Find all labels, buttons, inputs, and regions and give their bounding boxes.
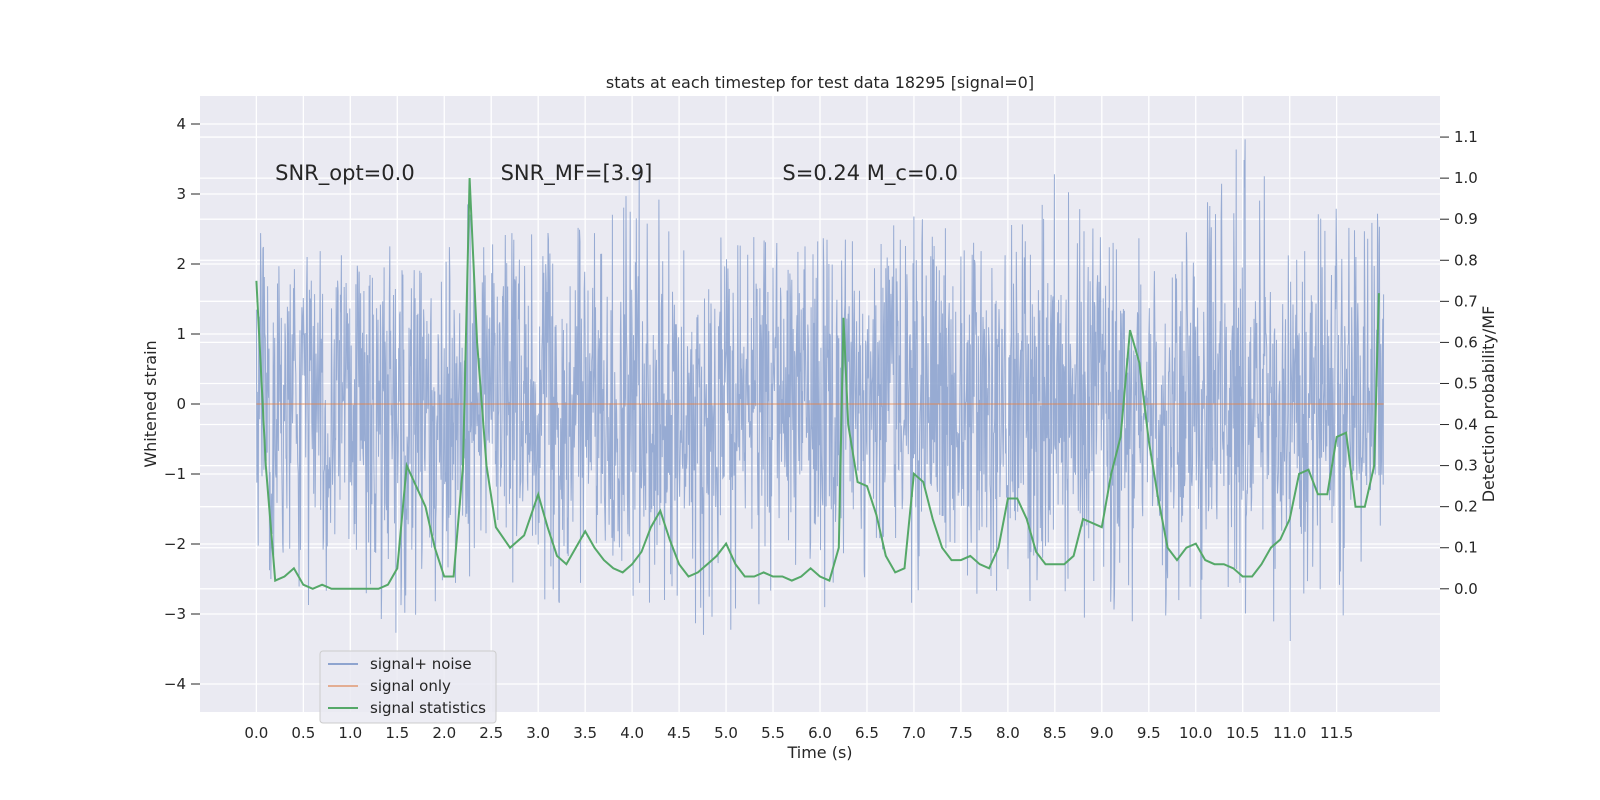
annotations: SNR_opt=0.0 SNR_MF=[3.9] S=0.24 M_c=0.0	[275, 161, 958, 186]
y-tick-label: 0	[176, 395, 186, 413]
x-tick-label: 1.0	[338, 724, 362, 742]
y2-tick-label: 0.2	[1454, 498, 1478, 516]
x-tick-label: 2.0	[432, 724, 456, 742]
x-tick-label: 1.5	[385, 724, 409, 742]
y2-tick-label: 0.9	[1454, 210, 1478, 228]
y-tick-label: −4	[164, 675, 186, 693]
x-axis-label: Time (s)	[786, 743, 852, 762]
y2-tick-label: 0.1	[1454, 539, 1478, 557]
y-axis: −4 −3 −2 −1 0 1 2 3 4	[164, 115, 200, 693]
legend-box	[319, 650, 497, 724]
y2-tick-label: 0.6	[1454, 333, 1478, 351]
x-tick-label: 0.5	[291, 724, 315, 742]
annotation-text: SNR_opt=0.0	[275, 161, 415, 186]
series-signal-statistics-line	[255, 178, 1380, 590]
legend-label: signal+ noise	[370, 655, 472, 673]
x-axis: 0.0 0.5 1.0 1.5 2.0 2.5 3.0 3.5 4.0 4.5 5.0 5.5 6.0 6…	[244, 724, 1353, 742]
y-tick-label: −1	[164, 465, 186, 483]
annotation-text: S=0.24 M_c=0.0	[782, 161, 958, 186]
x-tick-label: 2.5	[479, 724, 503, 742]
y2-tick-label: 0.5	[1454, 374, 1478, 392]
x-tick-label: 11.0	[1273, 724, 1306, 742]
y-tick-label: 2	[176, 255, 186, 273]
y2-tick-label: 0.3	[1454, 457, 1478, 475]
x-tick-label: 7.5	[949, 724, 973, 742]
x-tick-label: 4.0	[620, 724, 644, 742]
chart-title: stats at each timestep for test data 182…	[606, 73, 1034, 92]
x-tick-label: 10.0	[1179, 724, 1212, 742]
y2-tick-label: 0.7	[1454, 292, 1478, 310]
legend: signal+ noise signal only signal statistic…	[319, 650, 497, 724]
y-tick-label: 4	[176, 115, 186, 133]
x-tick-label: 7.0	[902, 724, 926, 742]
x-tick-label: 6.5	[855, 724, 879, 742]
legend-label: signal statistics	[370, 699, 486, 717]
x-tick-label: 9.0	[1090, 724, 1114, 742]
legend-label: signal only	[370, 677, 451, 695]
x-tick-label: 3.0	[526, 724, 550, 742]
series-layer	[255, 139, 1385, 642]
annotation-text: SNR_MF=[3.9]	[501, 161, 653, 186]
y-tick-label: 3	[176, 185, 186, 203]
x-tick-label: 3.5	[573, 724, 597, 742]
x-tick-label: 8.5	[1043, 724, 1067, 742]
y2-axis: 0.0 0.1 0.2 0.3 0.4 0.5 0.6 0.7 0.8 0.9 1.0 1.1	[1440, 128, 1478, 598]
x-tick-label: 0.0	[244, 724, 268, 742]
x-tick-label: 5.0	[714, 724, 738, 742]
x-tick-label: 9.5	[1137, 724, 1161, 742]
x-tick-label: 10.5	[1226, 724, 1259, 742]
y-tick-label: −2	[164, 535, 186, 553]
y-tick-label: −3	[164, 605, 186, 623]
y-axis-label: Whitened strain	[141, 340, 160, 467]
y2-tick-label: 0.4	[1454, 416, 1478, 434]
legend-items: signal+ noise signal only signal statistic…	[328, 655, 486, 717]
y2-tick-label: 1.1	[1454, 128, 1478, 146]
x-tick-label: 8.0	[996, 724, 1020, 742]
y2-tick-label: 0.8	[1454, 251, 1478, 269]
y2-axis-label: Detection probability/MF	[1479, 306, 1498, 503]
x-tick-label: 6.0	[808, 724, 832, 742]
x-tick-label: 5.5	[761, 724, 785, 742]
x-tick-label: 11.5	[1320, 724, 1353, 742]
y-tick-label: 1	[176, 325, 186, 343]
x-tick-label: 4.5	[667, 724, 691, 742]
y2-tick-label: 0.0	[1454, 580, 1478, 598]
y2-tick-label: 1.0	[1454, 169, 1478, 187]
